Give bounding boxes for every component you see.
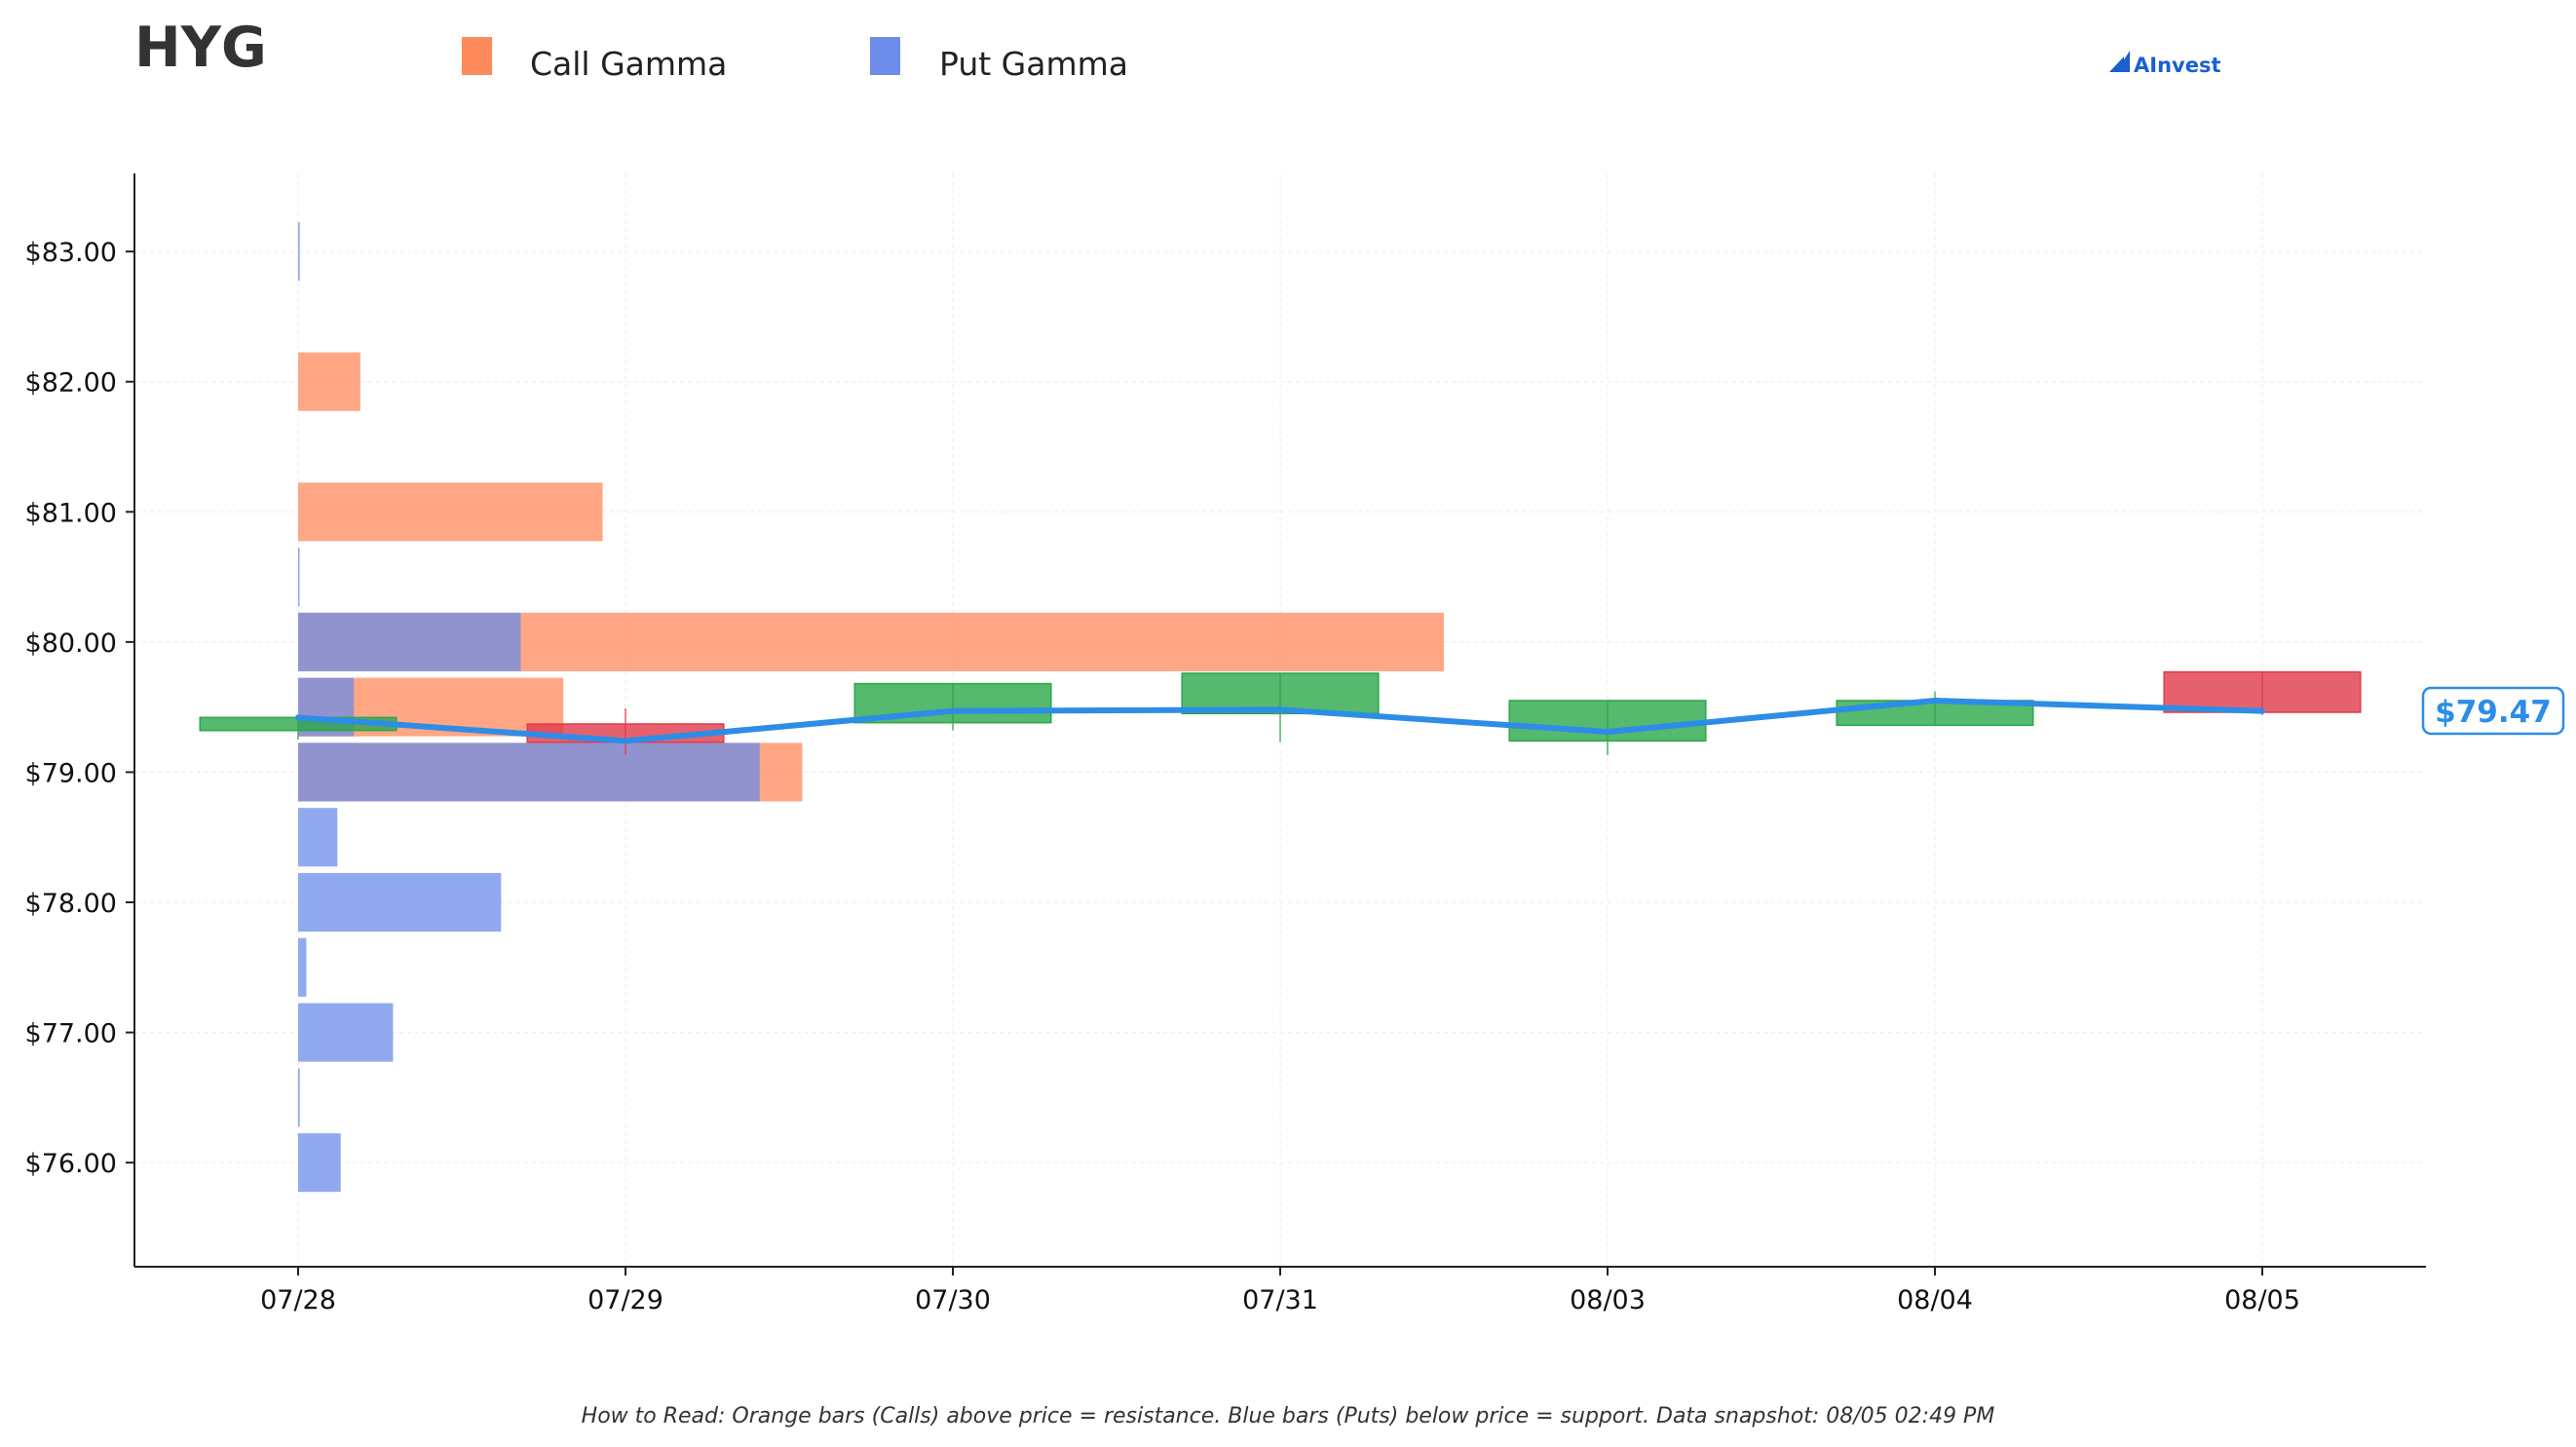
x-tick-label: 08/03 (1570, 1285, 1646, 1315)
chart-title: HYG (134, 16, 267, 80)
legend-swatch-put (870, 37, 900, 75)
y-tick-label: $80.00 (25, 628, 117, 659)
brand-logo-icon (2109, 51, 2130, 72)
x-tick-label: 08/05 (2224, 1285, 2300, 1315)
call-gamma-bar (298, 482, 603, 542)
price-line (295, 697, 2265, 744)
put-gamma-bar (298, 222, 300, 282)
y-tick-label: $83.00 (25, 238, 117, 268)
put-gamma-bar (298, 1133, 341, 1193)
last-price-tag: $79.47 (2421, 686, 2565, 736)
x-tick-label: 08/04 (1897, 1285, 1973, 1315)
put-gamma-bar (298, 548, 300, 607)
last-price-box (2421, 686, 2565, 736)
call-gamma-bar (298, 352, 360, 411)
y-tick-label: $82.00 (25, 368, 117, 399)
x-tick-label: 07/30 (915, 1285, 991, 1315)
footnote: How to Read: Orange bars (Calls) above p… (582, 1404, 1995, 1428)
candle-body (2163, 670, 2362, 713)
y-tick-label: $76.00 (25, 1149, 117, 1179)
put-gamma-bar (298, 937, 307, 997)
x-tick-label: 07/29 (587, 1285, 663, 1315)
put-gamma-bar (298, 1068, 300, 1127)
y-tick-label: $79.00 (25, 758, 117, 788)
price-line-path (295, 697, 2265, 744)
brand-logo: AInvest (2109, 51, 2221, 77)
put-gamma-bar (298, 612, 521, 671)
x-axis-ticks: 07/28 07/29 07/30 07/31 08/03 08/04 08/05 (260, 1267, 2300, 1315)
put-gamma-bar (298, 808, 338, 867)
candle-body (1508, 700, 1707, 743)
legend-label-call: Call Gamma (530, 45, 727, 83)
brand-logo-text: AInvest (2134, 54, 2221, 77)
put-gamma-bar (298, 872, 502, 933)
last-price-label: $79.47 (2435, 695, 2552, 730)
y-axis-ticks: $76.00 $77.00 $78.00 $79.00 $80.00 $81.00 $82.… (25, 238, 134, 1179)
gamma-bars (298, 222, 1444, 1193)
put-gamma-bar (298, 1003, 394, 1062)
legend-swatch-call (462, 37, 492, 75)
x-tick-label: 07/28 (260, 1285, 336, 1315)
put-gamma-bar (298, 743, 760, 802)
legend-label-put: Put Gamma (939, 45, 1128, 83)
y-tick-label: $77.00 (25, 1019, 117, 1049)
legend: Call Gamma Put Gamma (462, 37, 1128, 83)
y-tick-label: $78.00 (25, 889, 117, 919)
x-tick-label: 07/31 (1242, 1285, 1318, 1315)
y-tick-label: $81.00 (25, 498, 117, 528)
